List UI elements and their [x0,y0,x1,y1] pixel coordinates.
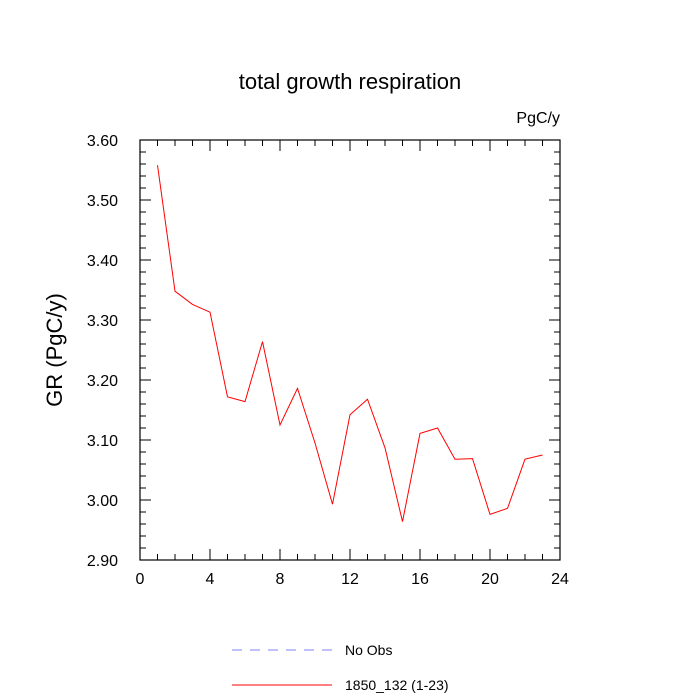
axes [139,139,561,561]
x-tick-label: 0 [136,571,145,588]
x-tick-label: 8 [276,571,285,588]
legend-label: 1850_132 (1-23) [345,677,449,693]
x-tick-label: 16 [411,571,429,588]
units-label: PgC/y [516,110,560,127]
x-tick-label: 4 [206,571,215,588]
plot-frame [139,139,561,561]
y-tick-label: 3.60 [87,133,118,150]
series-layer [157,165,543,522]
y-tick-label: 3.00 [87,493,118,510]
y-tick-label: 3.10 [87,433,118,450]
y-tick-label: 2.90 [87,553,118,570]
y-tick-label: 3.40 [87,253,118,270]
x-tick-label: 12 [341,571,359,588]
y-tick-label: 3.30 [87,313,118,330]
y-tick-label: 3.20 [87,373,118,390]
chart-title: total growth respiration [239,69,462,94]
ticks: 0 4 8 12 16 20 24 2.90 3.00 3.10 3.20 3.30 3.40 3.50 3… [87,133,569,588]
x-tick-label: 20 [481,571,499,588]
legend: No Obs 1850_132 (1-23) [232,642,449,693]
y-tick-label: 3.50 [87,193,118,210]
y-axis-label: GR (PgC/y) [42,293,67,407]
x-tick-label: 24 [551,571,569,588]
legend-label: No Obs [345,642,392,658]
series-line [157,165,543,522]
